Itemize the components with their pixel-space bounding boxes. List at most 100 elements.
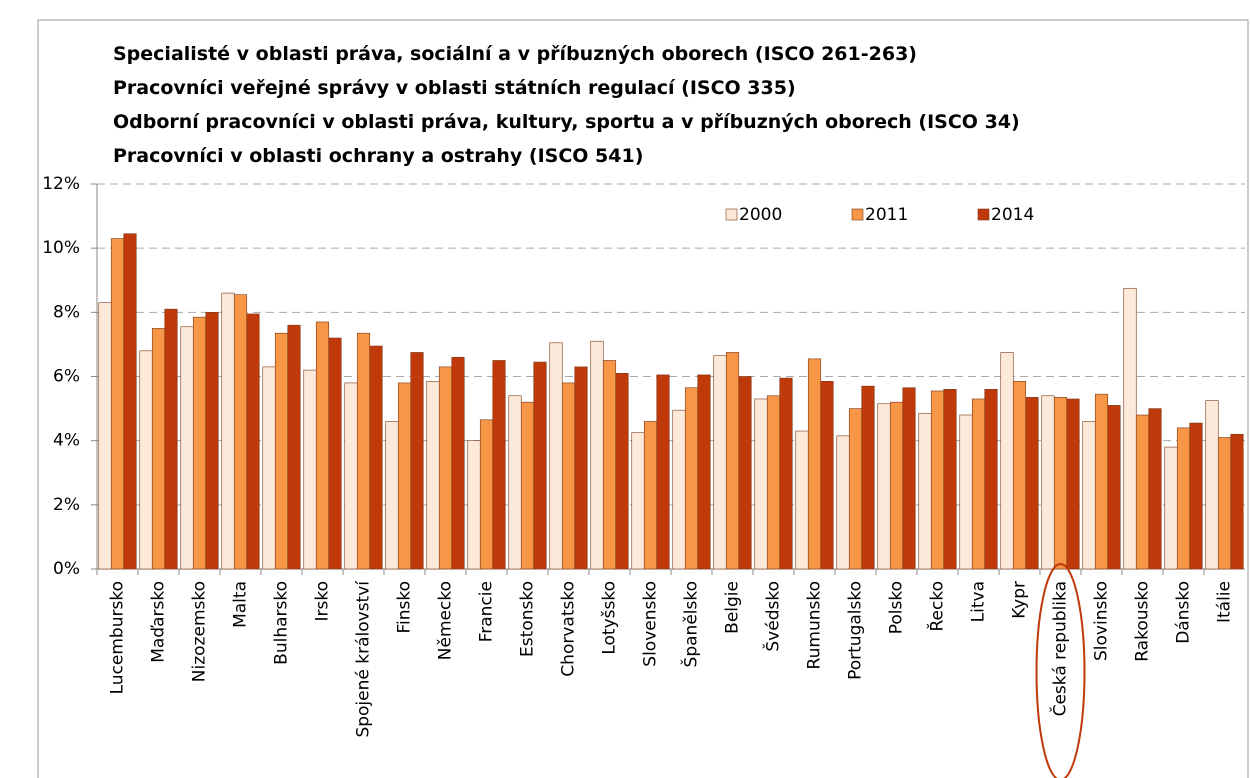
bar [1066, 398, 1080, 570]
bar [738, 376, 752, 570]
bar [274, 332, 289, 570]
legend-swatch [725, 208, 738, 221]
bar [766, 395, 781, 570]
bar [889, 401, 904, 570]
x-tick-label: Dánsko [1174, 581, 1194, 644]
bar [315, 321, 330, 570]
bar [205, 312, 219, 570]
bar [164, 308, 178, 570]
bar [479, 419, 494, 570]
bar [1205, 400, 1219, 570]
x-tick-label: Bulharsko [272, 581, 292, 665]
bar [1082, 421, 1096, 570]
y-tick-label: 4% [53, 431, 80, 451]
x-tick-label: Belgie [723, 581, 743, 634]
x-tick-label: Slovinsko [1092, 581, 1112, 661]
bar [590, 340, 604, 570]
bar [1012, 381, 1027, 570]
bar [836, 435, 850, 570]
y-tick-label: 0% [53, 559, 80, 579]
x-tick-label: Maďarsko [149, 581, 169, 663]
x-tick-label: Rumunsko [805, 581, 825, 669]
bar [1164, 446, 1178, 570]
bar [1041, 395, 1055, 570]
bar [385, 421, 399, 570]
x-tick-label: Finsko [395, 581, 415, 634]
bar [943, 389, 957, 570]
x-tick-label: Lucembursko [108, 581, 128, 694]
bar [1189, 422, 1203, 570]
legend-swatch [851, 208, 864, 221]
bar [861, 385, 875, 570]
chart-title: Odborní pracovníci v oblasti práva, kult… [113, 111, 1020, 133]
bar [615, 372, 629, 570]
bar [123, 233, 137, 570]
bar [328, 337, 342, 570]
x-tick-label: Malta [231, 581, 251, 628]
bar [110, 238, 125, 570]
bar [848, 408, 863, 570]
x-tick-label: Francie [477, 581, 497, 642]
x-tick-label: Švédsko [762, 581, 784, 652]
bar [303, 369, 317, 570]
bar [902, 387, 916, 570]
bar [139, 350, 153, 570]
x-tick-label: Německo [436, 581, 456, 660]
x-tick-label: Spojené království [354, 580, 374, 738]
x-tick-label: Itálie [1215, 581, 1235, 623]
bar [397, 382, 412, 570]
bar [356, 332, 371, 570]
bar [684, 387, 699, 570]
x-tick-label: Kypr [1010, 581, 1030, 619]
bar [877, 403, 891, 570]
bar [754, 398, 768, 570]
bar [971, 398, 986, 570]
bar [533, 361, 547, 570]
bar [725, 352, 740, 570]
y-tick-label: 10% [42, 238, 80, 258]
x-tick-label: Řecko [926, 581, 948, 632]
bar [1123, 287, 1137, 570]
bar [369, 345, 383, 570]
bar [1176, 427, 1191, 570]
chart-title: Pracovníci v oblasti ochrany a ostrahy (… [113, 145, 643, 167]
bar [602, 360, 617, 570]
bar [984, 389, 998, 570]
bar [192, 316, 207, 570]
x-tick-label: Litva [969, 581, 989, 622]
bar [1135, 414, 1150, 570]
bar [672, 409, 686, 570]
bar [820, 381, 834, 570]
bar [779, 377, 793, 570]
bar [807, 358, 822, 570]
bar [643, 421, 658, 570]
x-tick-label: Portugalsko [846, 581, 866, 680]
y-tick-label: 6% [53, 367, 80, 387]
y-tick-label: 8% [53, 302, 80, 322]
chart-title: Pracovníci veřejné správy v oblasti stát… [113, 77, 796, 99]
bar [1217, 437, 1232, 570]
x-tick-label: Španělsko [680, 581, 702, 667]
bar [426, 381, 440, 570]
bar [1000, 352, 1014, 570]
bar [631, 432, 645, 570]
bar [410, 352, 424, 570]
bar [492, 360, 506, 570]
bar [713, 355, 727, 570]
bar [438, 366, 453, 570]
bar [1148, 408, 1162, 570]
bar [930, 390, 945, 570]
bar [520, 401, 535, 570]
bar [656, 374, 670, 570]
bar [1094, 393, 1109, 570]
x-tick-label: Rakousko [1133, 581, 1153, 662]
bar [959, 414, 973, 570]
chart-title: Specialisté v oblasti práva, sociální a … [113, 43, 917, 65]
x-tick-label: Estonsko [518, 581, 538, 657]
bar [549, 342, 563, 570]
highlight-ellipse [1035, 563, 1086, 778]
x-tick-label: Chorvatsko [559, 581, 579, 677]
x-tick-label: Česká republika [1049, 581, 1071, 716]
bar [561, 382, 576, 570]
